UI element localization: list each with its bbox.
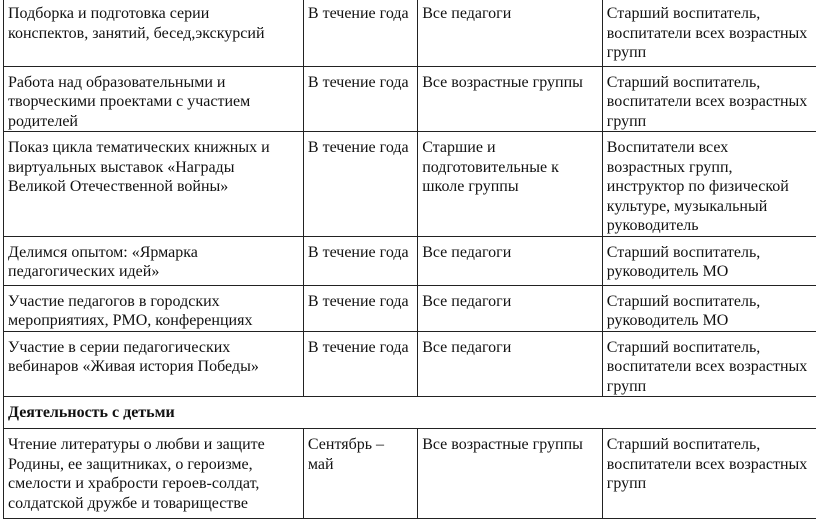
responsible-cell: Старший воспитатель, воспитатели всех во… (602, 66, 816, 132)
activity-cell: Участие в серии педагогических вебинаров… (4, 331, 304, 397)
table-row: Подборка и подготовка серии конспектов, … (4, 0, 816, 66)
plan-table: Подборка и подготовка серии конспектов, … (3, 0, 816, 519)
period-cell: В течение года (303, 285, 417, 331)
activity-cell: Чтение литературы о любви и защите Родин… (4, 429, 304, 519)
participants-cell: Все педагоги (418, 285, 603, 331)
responsible-cell: Воспитатели всех возрастных групп, инстр… (602, 132, 816, 237)
participants-cell: Все педагоги (418, 236, 603, 285)
participants-cell: Старшие и подготовительные к школе групп… (418, 132, 603, 237)
table-row: Работа над образовательными и творческим… (4, 66, 816, 132)
table-row: Чтение литературы о любви и защите Родин… (4, 429, 816, 519)
participants-cell: Все педагоги (418, 0, 603, 66)
activity-cell: Подборка и подготовка серии конспектов, … (4, 0, 304, 66)
responsible-cell: Старший воспитатель, руководитель МО (602, 236, 816, 285)
period-cell: В течение года (303, 236, 417, 285)
period-cell: В течение года (303, 66, 417, 132)
participants-cell: Все возрастные группы (418, 429, 603, 519)
activity-cell: Делимся опытом: «Ярмарка педагогических … (4, 236, 304, 285)
responsible-cell: Старший воспитатель, воспитатели всех во… (602, 0, 816, 66)
period-cell: В течение года (303, 0, 417, 66)
period-cell: В течение года (303, 331, 417, 397)
responsible-cell: Старший воспитатель, воспитатели всех во… (602, 331, 816, 397)
section-row: Деятельность с детьми (4, 397, 816, 429)
participants-cell: Все возрастные группы (418, 66, 603, 132)
table-row: Делимся опытом: «Ярмарка педагогических … (4, 236, 816, 285)
activity-cell: Работа над образовательными и творческим… (4, 66, 304, 132)
activity-cell: Участие педагогов в городских мероприяти… (4, 285, 304, 331)
participants-cell: Все педагоги (418, 331, 603, 397)
table-row: Показ цикла тематических книжных и вирту… (4, 132, 816, 237)
period-cell: В течение года (303, 132, 417, 237)
responsible-cell: Старший воспитатель, руководитель МО (602, 285, 816, 331)
period-cell: Сентябрь – май (303, 429, 417, 519)
table-row: Участие в серии педагогических вебинаров… (4, 331, 816, 397)
section-title: Деятельность с детьми (4, 397, 816, 429)
responsible-cell: Старший воспитатель, воспитатели всех во… (602, 429, 816, 519)
activity-cell: Показ цикла тематических книжных и вирту… (4, 132, 304, 237)
table-row: Участие педагогов в городских мероприяти… (4, 285, 816, 331)
